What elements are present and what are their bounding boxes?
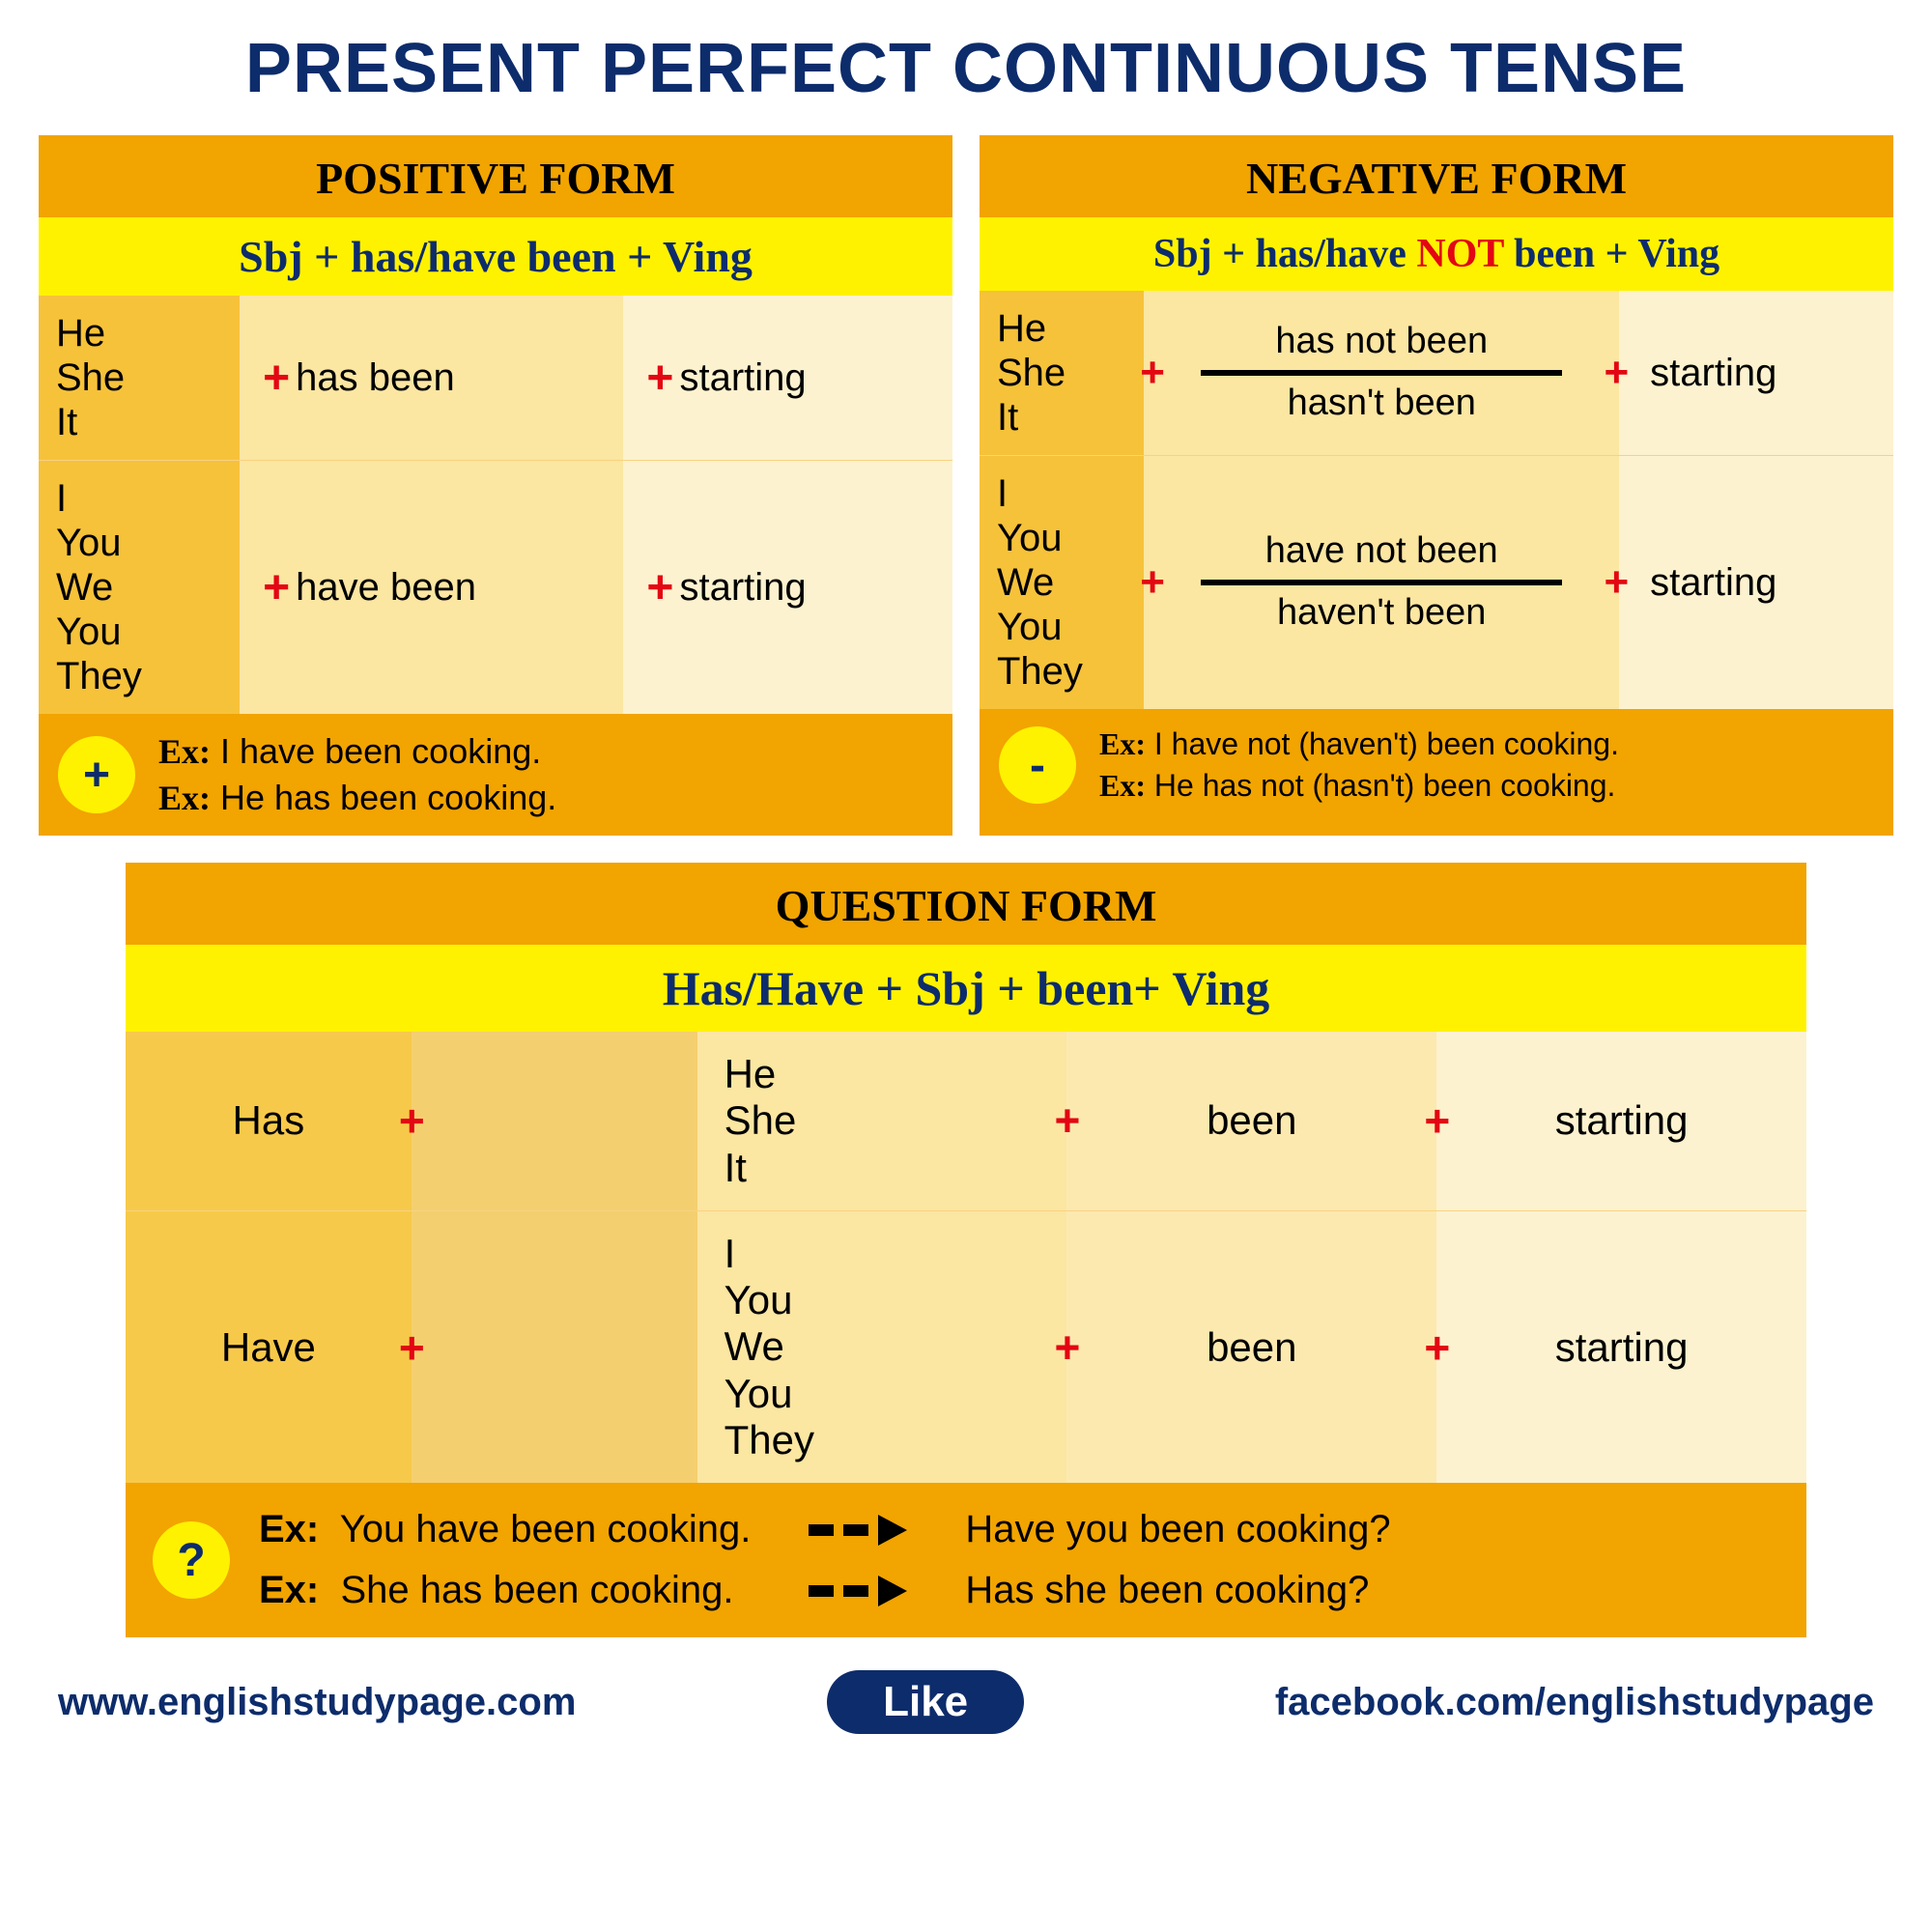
example-line: Ex: You have been cooking. (259, 1508, 751, 1551)
aux-cell: + have been (240, 461, 623, 714)
top-row: POSITIVE FORM Sbj + has/have been + Ving… (39, 135, 1893, 836)
been-cell: been+ (1066, 1032, 1436, 1210)
positive-formula: Sbj + has/have been + Ving (39, 217, 952, 296)
page-title: PRESENT PERFECT CONTINUOUS TENSE (39, 29, 1893, 108)
question-formula: Has/Have + Sbj + been+ Ving (126, 945, 1806, 1032)
positive-card: POSITIVE FORM Sbj + has/have been + Ving… (39, 135, 952, 836)
aux-cell: Have+ (126, 1211, 412, 1483)
arrow-icon (809, 1515, 907, 1546)
negative-card: NEGATIVE FORM Sbj + has/have NOT been + … (980, 135, 1893, 836)
ving-cell: starting (1436, 1032, 1806, 1210)
table-row: Have+ I You We You They + been+ starting (126, 1211, 1806, 1483)
negative-examples: - Ex: I have not (haven't) been cooking.… (980, 709, 1893, 821)
aux-cell: + have not been haven't been + (1144, 456, 1619, 709)
positive-examples: + Ex: I have been cooking. Ex: He has be… (39, 714, 952, 836)
example-line: Ex: He has been cooking. (158, 778, 556, 818)
negative-table: He She It + has not been hasn't been + s… (980, 291, 1893, 709)
been-cell: been+ (1066, 1211, 1436, 1483)
ving-cell: starting (1619, 456, 1893, 709)
aux-cell: + has been (240, 296, 623, 460)
example-result: Have you been cooking? (965, 1508, 1390, 1551)
plus-icon: + (640, 352, 679, 405)
arrow-icon (809, 1576, 907, 1606)
plus-icon: + (1424, 1321, 1450, 1374)
plus-icon: + (640, 561, 679, 614)
question-header: QUESTION FORM (126, 863, 1806, 945)
example-result: Has she been cooking? (965, 1569, 1390, 1612)
positive-table: He She It + has been + starting I You We (39, 296, 952, 714)
subject-cell: He She It (39, 296, 240, 460)
ving-cell: + starting (623, 296, 952, 460)
ving-cell: + starting (623, 461, 952, 714)
table-row: I You We You They + have been + starting (39, 461, 952, 714)
plus-icon: + (1140, 349, 1165, 397)
positive-header: POSITIVE FORM (39, 135, 952, 217)
example-line: Ex: I have been cooking. (158, 731, 556, 772)
plus-icon: + (1424, 1094, 1450, 1147)
subject-cell: I You We You They + (697, 1211, 1067, 1483)
table-row: I You We You They + have not been haven'… (980, 456, 1893, 709)
minus-badge-icon: - (999, 726, 1076, 804)
subject-cell: I You We You They (980, 456, 1144, 709)
question-table: Has+ He She It + been+ starting Have+ I … (126, 1032, 1806, 1483)
subject-cell: He She It (980, 291, 1144, 455)
footer: www.englishstudypage.com Like facebook.c… (39, 1670, 1893, 1734)
divider-icon (1201, 580, 1562, 585)
ving-cell: starting (1436, 1211, 1806, 1483)
table-row: He She It + has not been hasn't been + s… (980, 291, 1893, 456)
question-card: QUESTION FORM Has/Have + Sbj + been+ Vin… (126, 863, 1806, 1637)
aux-cell: Has+ (126, 1032, 412, 1210)
question-badge-icon: ? (153, 1521, 230, 1599)
table-row: He She It + has been + starting (39, 296, 952, 461)
question-examples: ? Ex: You have been cooking. Have you be… (126, 1483, 1806, 1637)
plus-icon: + (1604, 349, 1629, 397)
divider-icon (1201, 370, 1562, 376)
plus-icon: + (1140, 558, 1165, 607)
website-url: www.englishstudypage.com (58, 1681, 576, 1724)
ving-cell: starting (1619, 291, 1893, 455)
plus-icon: + (257, 561, 296, 614)
negative-formula: Sbj + has/have NOT been + Ving (980, 217, 1893, 291)
plus-icon: + (399, 1321, 425, 1374)
negative-header: NEGATIVE FORM (980, 135, 1893, 217)
example-line: Ex: I have not (haven't) been cooking. (1099, 726, 1619, 762)
plus-icon: + (1055, 1095, 1081, 1147)
table-row: Has+ He She It + been+ starting (126, 1032, 1806, 1211)
plus-icon: + (1055, 1321, 1081, 1373)
like-button[interactable]: Like (827, 1670, 1024, 1734)
plus-badge-icon: + (58, 736, 135, 813)
example-line: Ex: She has been cooking. (259, 1569, 751, 1612)
plus-icon: + (1604, 558, 1629, 607)
subject-cell: I You We You They (39, 461, 240, 714)
subject-cell: He She It + (697, 1032, 1067, 1210)
plus-icon: + (399, 1094, 425, 1147)
example-line: Ex: He has not (hasn't) been cooking. (1099, 768, 1619, 804)
facebook-url: facebook.com/englishstudypage (1275, 1681, 1874, 1724)
plus-icon: + (257, 352, 296, 405)
aux-cell: + has not been hasn't been + (1144, 291, 1619, 455)
